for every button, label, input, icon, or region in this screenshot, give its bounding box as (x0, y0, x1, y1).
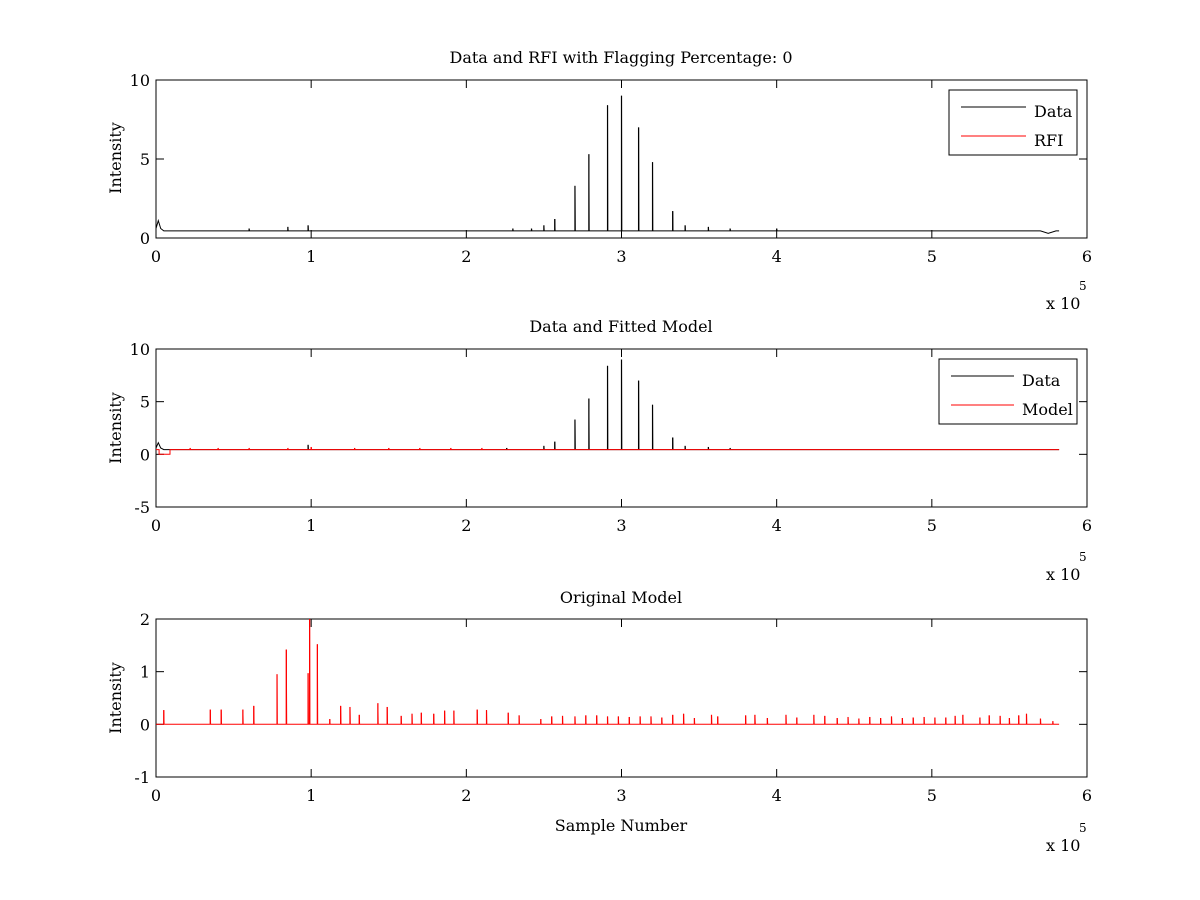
panel-2-ytick-label: 10 (130, 340, 150, 359)
panel-1-title: Data and RFI with Flagging Percentage: 0 (449, 48, 792, 67)
panel-1-xtick-label: 1 (306, 247, 316, 266)
panel-1-xtick-label: 5 (927, 247, 937, 266)
panel-1: Data and RFI with Flagging Percentage: 0… (106, 48, 1092, 313)
panel-3-title: Original Model (560, 588, 682, 607)
panel-3-xtick-label: 6 (1082, 786, 1092, 805)
panel-2-xtick-label: 0 (151, 516, 161, 535)
panel-3-xtick-label: 2 (461, 786, 471, 805)
panel-1-ylabel: Intensity (106, 122, 125, 194)
panel-3-x-multiplier-exp: 5 (1079, 821, 1087, 835)
panel-2-ylabel: Intensity (106, 392, 125, 464)
panel-3-ytick-label: 2 (140, 610, 150, 629)
panel-2-xtick-label: 5 (927, 516, 937, 535)
panel-3-xtick-label: 0 (151, 786, 161, 805)
panel-3-xtick-label: 4 (772, 786, 782, 805)
panel-2-xtick-label: 3 (616, 516, 626, 535)
panel-2-x-multiplier-exp: 5 (1079, 550, 1087, 564)
panel-1-legend-box (948, 89, 1078, 156)
panel-1-xtick-label: 3 (616, 247, 626, 266)
panel-2-ytick-label: 0 (140, 445, 150, 464)
panel-1-ytick-label: 10 (130, 71, 150, 90)
panel-3-xtick-label: 5 (927, 786, 937, 805)
panel-1-xtick-label: 2 (461, 247, 471, 266)
panel-2-legend-box (938, 358, 1078, 425)
panel-2-xtick-label: 6 (1082, 516, 1092, 535)
panel-3-xtick-label: 3 (616, 786, 626, 805)
panel-2-ytick-label: -5 (134, 498, 150, 517)
panel-2-xtick-label: 1 (306, 516, 316, 535)
panel-1-x-multiplier-exp: 5 (1079, 279, 1087, 293)
panel-1-ytick-label: 0 (140, 229, 150, 248)
panel-2-xtick-label: 2 (461, 516, 471, 535)
panel-1-legend: Data RFI (948, 89, 1078, 156)
panel-3-ytick-label: 0 (140, 715, 150, 734)
panel-2-legend: Data Model (938, 358, 1078, 425)
panel-2-legend-model: Model (1022, 400, 1073, 419)
panel-2-xtick-label: 4 (772, 516, 782, 535)
panel-3-xlabel: Sample Number (555, 816, 688, 835)
panel-1-xtick-label: 4 (772, 247, 782, 266)
panel-1-ytick-label: 5 (140, 150, 150, 169)
panel-1-xtick-label: 0 (151, 247, 161, 266)
panel-1-plot-area: 0 1 2 3 4 5 6 0 5 10 (130, 71, 1092, 266)
panel-2-title: Data and Fitted Model (529, 317, 712, 336)
panel-2-legend-data: Data (1022, 371, 1061, 390)
panel-3-ytick-label: -1 (134, 768, 150, 787)
panel-3-ylabel: Intensity (106, 662, 125, 734)
panel-2-ytick-label: 5 (140, 393, 150, 412)
panel-1-legend-data: Data (1034, 102, 1073, 121)
panel-1-legend-rfi: RFI (1034, 131, 1063, 150)
panel-1-x-multiplier: x 10 (1046, 294, 1080, 313)
panel-1-xtick-label: 6 (1082, 247, 1092, 266)
panel-2-x-multiplier: x 10 (1046, 565, 1080, 584)
panel-3-xtick-label: 1 (306, 786, 316, 805)
panel-3-x-multiplier: x 10 (1046, 836, 1080, 855)
panel-3-ytick-label: 1 (140, 663, 150, 682)
